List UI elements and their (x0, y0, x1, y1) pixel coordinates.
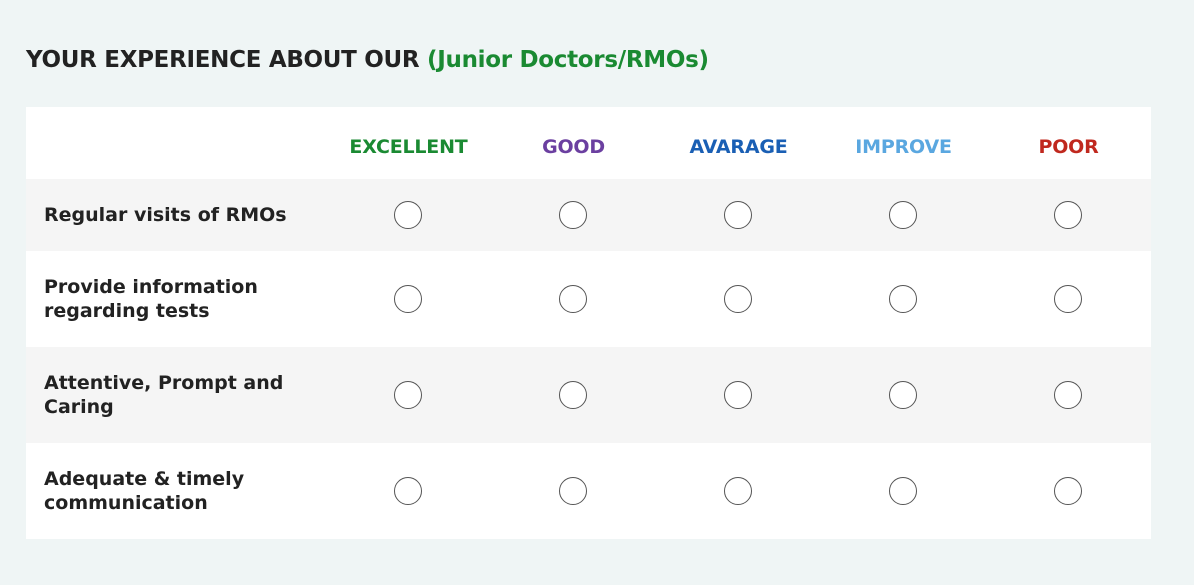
radio-excellent[interactable] (394, 201, 422, 229)
table-row: Regular visits of RMOs (26, 179, 1151, 251)
radio-good[interactable] (559, 477, 587, 505)
radio-improve[interactable] (889, 381, 917, 409)
title-prefix: YOUR EXPERIENCE ABOUT OUR (26, 47, 428, 73)
row-label: Attentive, Prompt and Caring (44, 372, 284, 418)
table-row: Adequate & timely communication (26, 443, 1151, 539)
radio-excellent[interactable] (394, 477, 422, 505)
title-accent: (Junior Doctors/RMOs) (427, 47, 709, 73)
radio-average[interactable] (724, 201, 752, 229)
column-header-poor: POOR (1038, 136, 1099, 158)
row-label: Adequate & timely communication (44, 468, 245, 514)
radio-poor[interactable] (1054, 477, 1082, 505)
column-header-improve: IMPROVE (855, 136, 952, 158)
column-header-average: AVARAGE (689, 136, 788, 158)
radio-good[interactable] (559, 201, 587, 229)
radio-improve[interactable] (889, 201, 917, 229)
table-row: Attentive, Prompt and Caring (26, 347, 1151, 443)
radio-good[interactable] (559, 381, 587, 409)
table-row: Provide information regarding tests (26, 251, 1151, 347)
column-header-good: GOOD (542, 136, 605, 158)
row-label: Regular visits of RMOs (44, 204, 287, 226)
radio-average[interactable] (724, 285, 752, 313)
column-header-excellent: EXCELLENT (349, 136, 468, 158)
section-title: YOUR EXPERIENCE ABOUT OUR (Junior Doctor… (26, 47, 709, 73)
radio-good[interactable] (559, 285, 587, 313)
radio-poor[interactable] (1054, 201, 1082, 229)
radio-excellent[interactable] (394, 381, 422, 409)
rating-table: EXCELLENT GOOD AVARAGE IMPROVE POOR Regu… (26, 107, 1151, 539)
radio-improve[interactable] (889, 285, 917, 313)
table-header-row: EXCELLENT GOOD AVARAGE IMPROVE POOR (26, 107, 1151, 179)
radio-poor[interactable] (1054, 381, 1082, 409)
row-label: Provide information regarding tests (44, 276, 258, 322)
radio-average[interactable] (724, 477, 752, 505)
radio-improve[interactable] (889, 477, 917, 505)
radio-average[interactable] (724, 381, 752, 409)
radio-poor[interactable] (1054, 285, 1082, 313)
radio-excellent[interactable] (394, 285, 422, 313)
